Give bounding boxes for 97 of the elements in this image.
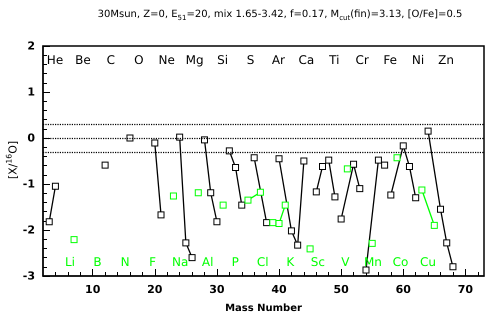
annotation: Cu	[420, 255, 436, 269]
point	[263, 219, 270, 226]
point	[362, 266, 370, 274]
annotation: Be	[75, 53, 91, 67]
point	[400, 142, 407, 150]
annotation: Na	[172, 255, 188, 269]
x-tick-label: 60	[396, 283, 412, 296]
point	[368, 240, 376, 247]
point	[406, 163, 413, 170]
annotation: C	[106, 53, 116, 67]
annotation: Li	[64, 255, 76, 269]
point	[226, 147, 233, 154]
point	[194, 189, 202, 196]
point	[188, 254, 196, 262]
annotation: He	[46, 53, 64, 67]
point	[269, 219, 276, 226]
point	[288, 227, 295, 234]
point	[306, 245, 314, 252]
x-tick-label: 40	[271, 283, 288, 296]
annotation: K	[286, 255, 296, 269]
y-tick-label: -2	[22, 224, 35, 236]
point	[220, 202, 227, 209]
point	[276, 155, 283, 162]
point	[294, 242, 302, 249]
annotation: F	[149, 255, 156, 269]
annotation: Mg	[186, 53, 204, 67]
annotation: O	[134, 53, 144, 67]
x-tick-label: 20	[147, 283, 163, 296]
annotation: Ne	[158, 53, 175, 67]
point	[158, 211, 165, 218]
point	[250, 154, 258, 162]
point	[430, 222, 438, 229]
x-tick-label: 50	[333, 283, 350, 296]
point	[70, 236, 78, 244]
point	[374, 156, 382, 164]
point	[238, 202, 246, 209]
point	[232, 164, 240, 171]
annotation: Fe	[383, 53, 397, 67]
point	[424, 128, 432, 135]
point	[170, 192, 177, 200]
point	[276, 220, 283, 228]
point	[312, 188, 320, 196]
point	[394, 154, 401, 162]
point	[381, 162, 388, 169]
annotation: Zn	[438, 53, 454, 67]
annotation: Ar	[272, 53, 286, 67]
point	[437, 206, 444, 213]
point	[449, 263, 456, 270]
point	[319, 163, 326, 170]
y-tick-label: -1	[22, 178, 35, 190]
annotation: Ni	[412, 53, 424, 67]
point	[244, 196, 252, 204]
annotation: P	[232, 255, 239, 269]
annotation: Ca	[298, 53, 314, 67]
point	[282, 202, 289, 209]
annotation: N	[120, 255, 130, 269]
annotation: B	[93, 255, 102, 269]
point	[356, 185, 364, 192]
y-tick-label: 2	[27, 40, 35, 52]
point	[176, 134, 184, 141]
annotation: Co	[392, 255, 408, 269]
x-tick-label: 70	[458, 283, 474, 296]
annotation: Si	[217, 53, 228, 67]
point	[387, 192, 394, 199]
annotation: Al	[202, 255, 214, 269]
point	[182, 239, 190, 246]
annotation: Cl	[256, 255, 269, 269]
annotation: Cr	[356, 53, 369, 67]
point	[412, 194, 420, 202]
chart-title: 30Msun, Z=0, E$_{51}$=20, mix 1.65-3.42, f=0.17, M$_{cut}$(fin)=3.13, [O/Fe]=0.5	[96, 9, 464, 22]
x-axis-title: Mass Number	[224, 303, 303, 314]
annotation: S	[246, 53, 254, 67]
point	[256, 188, 264, 196]
point	[52, 182, 59, 190]
point	[325, 156, 332, 164]
point	[418, 186, 426, 194]
x-tick-label: 10	[85, 283, 101, 296]
annotation: Sc	[310, 255, 325, 269]
point	[213, 218, 220, 226]
point	[200, 136, 208, 144]
point	[126, 134, 134, 142]
y-tick-label: 0	[27, 132, 36, 144]
x-tick-label: 30	[209, 283, 225, 296]
point	[207, 189, 214, 196]
point	[443, 239, 450, 246]
point	[350, 160, 358, 168]
point	[338, 215, 345, 222]
annotation: V	[341, 255, 350, 269]
point	[331, 193, 338, 200]
point	[46, 218, 53, 226]
annotation: Ti	[328, 53, 340, 67]
point	[151, 140, 158, 147]
point	[300, 158, 308, 164]
point	[102, 162, 109, 169]
y-tick-label: 1	[27, 86, 35, 98]
point	[344, 165, 351, 172]
y-tick-label: -3	[22, 270, 35, 282]
